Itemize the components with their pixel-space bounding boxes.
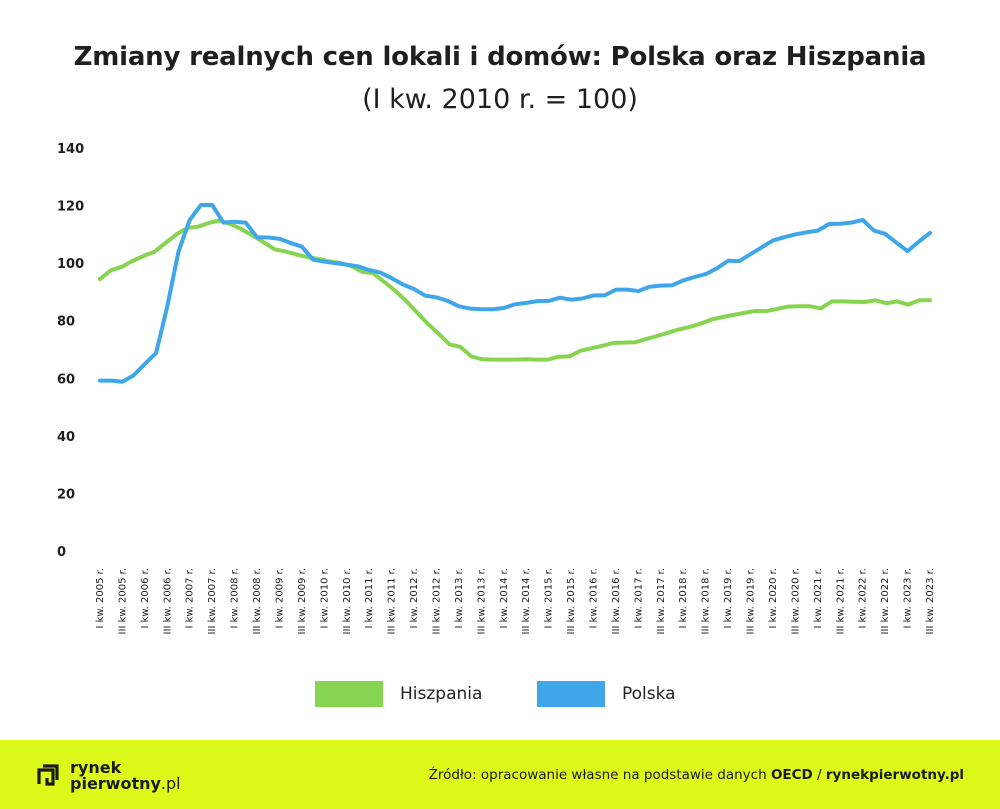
x-tick-label: III kw. 2007 r. [207,568,218,634]
series-layer [98,203,932,384]
y-tick-label: 20 [57,487,75,502]
logo-mark-icon [37,764,59,786]
x-tick-label: III kw. 2023 r. [925,568,936,634]
x-tick-label: I kw. 2019 r. [723,568,734,629]
x-tick-label: III kw. 2015 r. [566,568,577,634]
y-tick-label: 60 [57,372,75,387]
x-tick-label: III kw. 2017 r. [656,568,667,634]
x-tick-label: III kw. 2011 r. [387,568,398,634]
x-tick-label: III kw. 2019 r. [746,568,757,634]
x-tick-label: I kw. 2008 r. [230,568,241,629]
x-tick-label: III kw. 2009 r. [297,568,308,634]
x-tick-label: III kw. 2021 r. [835,568,846,634]
series-line-polska [98,203,932,384]
x-tick-label: I kw. 2017 r. [633,568,644,629]
x-tick-label: I kw. 2006 r. [140,568,151,629]
y-axis: 0 20 40 60 80 100 120 140 [57,142,84,560]
series-line-hiszpania [98,218,932,362]
y-tick-label: 80 [57,315,75,330]
x-tick-label: I kw. 2018 r. [678,568,689,629]
x-tick-label: I kw. 2009 r. [274,568,285,629]
legend-label-polska: Polska [622,684,676,704]
x-tick-label: III kw. 2016 r. [611,568,622,634]
x-tick-label: I kw. 2016 r. [589,568,600,629]
x-tick-label: I kw. 2014 r. [499,568,510,629]
chart-title: Zmiany realnych cen lokali i domów: Pols… [73,42,927,72]
x-tick-label: I kw. 2015 r. [544,568,555,629]
footer-bar: rynek pierwotny.pl Źródło: opracowanie w… [0,740,1000,809]
x-tick-label: III kw. 2012 r. [431,568,442,634]
source-note: Źródło: opracowanie własne na podstawie … [428,767,964,783]
x-tick-label: I kw. 2005 r. [95,568,106,629]
legend-swatch-hiszpania [315,681,383,707]
x-tick-label: III kw. 2022 r. [880,568,891,634]
legend: Hiszpania Polska [0,681,1000,709]
x-tick-label: III kw. 2005 r. [117,568,128,634]
y-tick-label: 40 [57,430,75,445]
y-tick-label: 140 [57,142,84,157]
x-tick-label: I kw. 2013 r. [454,568,465,629]
x-tick-label: I kw. 2022 r. [858,568,869,629]
y-tick-label: 120 [57,200,84,215]
x-tick-label: III kw. 2006 r. [162,568,173,634]
line-chart: 0 20 40 60 80 100 120 140 I kw. 2005 r. III kw. … [57,142,936,634]
x-tick-label: III kw. 2008 r. [252,568,263,634]
legend-label-hiszpania: Hiszpania [400,684,483,704]
x-tick-label: I kw. 2021 r. [813,568,824,629]
x-tick-label: III kw. 2013 r. [476,568,487,634]
x-tick-label: III kw. 2010 r. [342,568,353,634]
x-tick-label: I kw. 2023 r. [903,568,914,629]
chart-subtitle: (I kw. 2010 r. = 100) [362,84,638,115]
y-tick-label: 0 [57,545,66,560]
logo-text-line2: pierwotny.pl [70,774,181,793]
x-tick-label: III kw. 2018 r. [701,568,712,634]
x-tick-label: I kw. 2011 r. [364,568,375,629]
x-tick-label: III kw. 2014 r. [521,568,532,634]
legend-swatch-polska [537,681,605,707]
x-tick-label: I kw. 2007 r. [185,568,196,629]
x-axis: I kw. 2005 r. III kw. 2005 r. I kw. 2006 r… [95,568,936,634]
x-tick-label: I kw. 2012 r. [409,568,420,629]
logo-text-line1: rynek [70,758,122,777]
y-tick-label: 100 [57,257,84,272]
x-tick-label: I kw. 2020 r. [768,568,779,629]
brand-logo[interactable]: rynek pierwotny.pl [36,758,186,798]
x-tick-label: I kw. 2010 r. [319,568,330,629]
x-tick-label: III kw. 2020 r. [790,568,801,634]
